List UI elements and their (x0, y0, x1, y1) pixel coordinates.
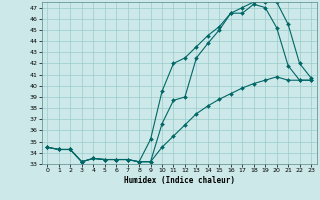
X-axis label: Humidex (Indice chaleur): Humidex (Indice chaleur) (124, 176, 235, 185)
